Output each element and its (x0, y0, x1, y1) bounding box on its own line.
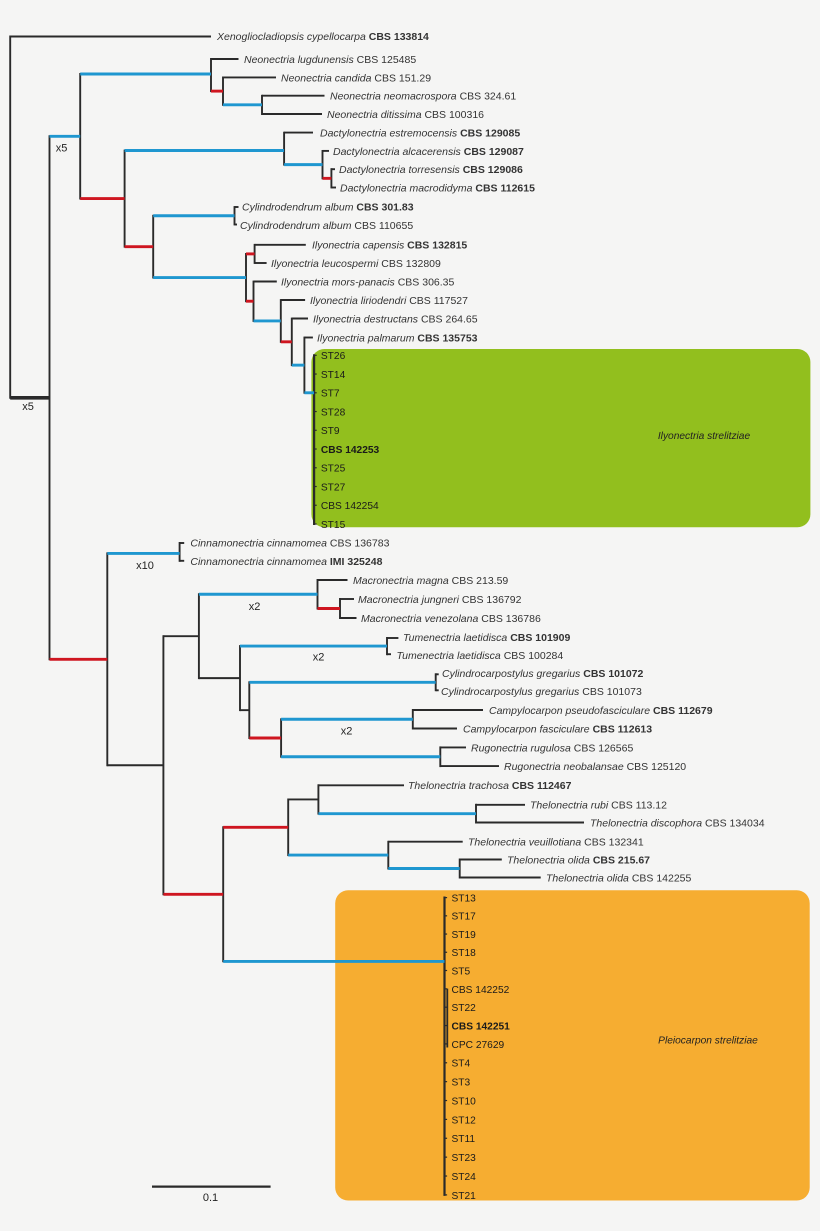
svg-text:ST25: ST25 (321, 464, 346, 475)
svg-text:ST24: ST24 (452, 1172, 477, 1183)
svg-text:ST19: ST19 (452, 930, 477, 941)
svg-text:Ilyonectria mors-panacis CBS 3: Ilyonectria mors-panacis CBS 306.35 (281, 276, 455, 288)
svg-text:Cinnamonectria cinnamomea CBS: Cinnamonectria cinnamomea CBS 136783 (190, 537, 389, 549)
svg-text:Macronectria venezolana CBS 13: Macronectria venezolana CBS 136786 (361, 613, 541, 625)
svg-text:Cinnamonectria cinnamomea IMI: Cinnamonectria cinnamomea IMI 325248 (190, 556, 382, 568)
svg-text:ST5: ST5 (452, 966, 471, 977)
svg-text:Macronectria jungneri CBS 1367: Macronectria jungneri CBS 136792 (358, 594, 522, 606)
svg-text:Ilyonectria liriodendri CBS 11: Ilyonectria liriodendri CBS 117527 (310, 295, 468, 307)
svg-text:ST27: ST27 (321, 482, 346, 493)
svg-text:x2: x2 (249, 601, 261, 613)
svg-text:CBS 142254: CBS 142254 (321, 501, 379, 512)
svg-text:Neonectria ditissima CBS 10031: Neonectria ditissima CBS 100316 (327, 109, 484, 121)
svg-text:Dactylonectria alcacerensis CB: Dactylonectria alcacerensis CBS 129087 (333, 146, 524, 158)
svg-text:Rugonectria rugulosa CBS 12656: Rugonectria rugulosa CBS 126565 (471, 742, 633, 754)
svg-text:Dactylonectria estremocensis C: Dactylonectria estremocensis CBS 129085 (320, 128, 520, 140)
svg-text:Campylocarpon pseudofascicular: Campylocarpon pseudofasciculare CBS 1126… (489, 705, 713, 717)
svg-text:x2: x2 (313, 652, 325, 664)
svg-text:ST15: ST15 (321, 520, 346, 531)
svg-text:ST22: ST22 (452, 1003, 477, 1014)
svg-text:ST10: ST10 (452, 1096, 477, 1107)
svg-text:Ilyonectria palmarum CBS 13575: Ilyonectria palmarum CBS 135753 (317, 332, 478, 344)
svg-text:ST21: ST21 (452, 1191, 477, 1202)
svg-text:Neonectria neomacrospora CBS 3: Neonectria neomacrospora CBS 324.61 (330, 91, 516, 103)
svg-text:Tumenectria laetidisca CBS 101: Tumenectria laetidisca CBS 101909 (403, 632, 570, 644)
svg-text:ST26: ST26 (321, 351, 346, 362)
svg-text:ST17: ST17 (452, 912, 477, 923)
svg-text:x5: x5 (56, 143, 68, 155)
svg-text:x2: x2 (341, 726, 353, 738)
svg-text:ST7: ST7 (321, 389, 340, 400)
svg-text:Thelonectria olida CBS 142255: Thelonectria olida CBS 142255 (546, 872, 692, 884)
svg-text:Ilyonectria capensis CBS 13281: Ilyonectria capensis CBS 132815 (312, 240, 467, 252)
svg-text:x5: x5 (22, 401, 34, 413)
svg-text:Pleiocarpon strelitziae: Pleiocarpon strelitziae (658, 1036, 758, 1047)
svg-text:Cylindrodendrum album CBS 1106: Cylindrodendrum album CBS 110655 (240, 220, 413, 232)
svg-text:ST13: ST13 (452, 894, 477, 905)
svg-text:Tumenectria laetidisca CBS 100: Tumenectria laetidisca CBS 100284 (397, 650, 564, 662)
svg-text:Ilyonectria leucospermi CBS 13: Ilyonectria leucospermi CBS 132809 (271, 258, 441, 270)
svg-text:Dactylonectria torresensis CBS: Dactylonectria torresensis CBS 129086 (339, 164, 523, 176)
svg-text:Xenogliocladiopsis cypellocarp: Xenogliocladiopsis cypellocarpa CBS 1338… (216, 31, 429, 43)
svg-text:Thelonectria olida CBS 215.67: Thelonectria olida CBS 215.67 (507, 854, 650, 866)
svg-text:ST11: ST11 (452, 1134, 476, 1145)
svg-text:Neonectria lugdunensis CBS 125: Neonectria lugdunensis CBS 125485 (244, 54, 416, 66)
svg-text:Cylindrocarpostylus gregarius: Cylindrocarpostylus gregarius CBS 101073 (441, 686, 642, 698)
svg-text:Ilyonectria destructans CBS 26: Ilyonectria destructans CBS 264.65 (313, 313, 478, 325)
svg-text:0.1: 0.1 (203, 1192, 218, 1204)
svg-text:CBS 142253: CBS 142253 (321, 445, 380, 456)
svg-text:Thelonectria veuillotiana CBS: Thelonectria veuillotiana CBS 132341 (468, 837, 644, 849)
svg-text:Neonectria candida CBS 151.29: Neonectria candida CBS 151.29 (281, 72, 431, 84)
svg-text:Campylocarpon fasciculare CBS: Campylocarpon fasciculare CBS 112613 (463, 723, 652, 735)
svg-text:CPC 27629: CPC 27629 (452, 1040, 505, 1051)
svg-text:Thelonectria trachosa CBS 1124: Thelonectria trachosa CBS 112467 (408, 780, 572, 792)
svg-text:ST9: ST9 (321, 426, 340, 437)
svg-text:Dactylonectria macrodidyma CBS: Dactylonectria macrodidyma CBS 112615 (340, 182, 535, 194)
svg-text:CBS 142251: CBS 142251 (452, 1022, 511, 1033)
svg-text:ST14: ST14 (321, 370, 346, 381)
svg-text:Thelonectria discophora CBS 13: Thelonectria discophora CBS 134034 (590, 817, 765, 829)
svg-text:ST18: ST18 (452, 948, 477, 959)
svg-text:ST23: ST23 (452, 1153, 477, 1164)
svg-text:Ilyonectria strelitziae: Ilyonectria strelitziae (658, 431, 751, 442)
svg-text:CBS 142252: CBS 142252 (452, 985, 510, 996)
svg-text:Macronectria magna CBS 213.59: Macronectria magna CBS 213.59 (353, 575, 508, 587)
svg-text:Thelonectria rubi CBS 113.12: Thelonectria rubi CBS 113.12 (530, 800, 667, 812)
svg-text:ST28: ST28 (321, 407, 346, 418)
svg-text:ST12: ST12 (452, 1115, 477, 1126)
svg-text:ST4: ST4 (452, 1059, 471, 1070)
svg-text:ST3: ST3 (452, 1078, 471, 1089)
svg-text:Cylindrocarpostylus gregarius: Cylindrocarpostylus gregarius CBS 101072 (442, 668, 644, 680)
svg-text:Cylindrodendrum album CBS 301.: Cylindrodendrum album CBS 301.83 (242, 201, 414, 213)
svg-text:Rugonectria neobalansae CBS 12: Rugonectria neobalansae CBS 125120 (504, 761, 686, 773)
svg-text:x10: x10 (136, 560, 154, 572)
